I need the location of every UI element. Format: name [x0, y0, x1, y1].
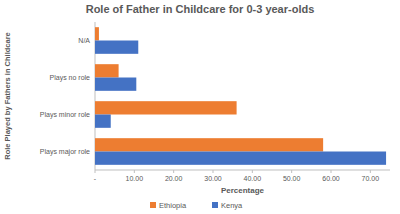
y-axis-label: Role Played by Fathers in Childcare	[3, 32, 12, 160]
x-tick-label: 30.00	[204, 175, 222, 182]
legend-label: Kenya	[221, 201, 243, 210]
x-tick-label: 40.00	[244, 175, 262, 182]
chart: Role of Father in Childcare for 0-3 year…	[0, 0, 400, 214]
bar	[95, 115, 111, 128]
title: Role of Father in Childcare for 0-3 year…	[86, 3, 315, 15]
legend-swatch	[150, 202, 156, 208]
bar	[95, 64, 119, 77]
bar	[95, 41, 138, 54]
bar	[95, 101, 237, 114]
legend-label: Ethiopia	[159, 201, 187, 210]
x-tick-label: 10.00	[126, 175, 144, 182]
y-tick-label: Plays minor role	[40, 111, 90, 119]
y-tick-label: Plays major role	[40, 148, 90, 156]
x-axis-label: Percentage	[221, 186, 265, 195]
y-tick-label: N/A	[78, 37, 90, 44]
y-tick-label: Plays no role	[50, 74, 91, 82]
bars	[95, 27, 386, 165]
bar	[95, 152, 386, 165]
x-tick-label: 70.00	[362, 175, 380, 182]
legend-swatch	[212, 202, 218, 208]
x-tick-label: -	[94, 175, 97, 182]
x-tick-label: 50.00	[283, 175, 301, 182]
bar	[95, 78, 136, 91]
x-axis-line	[95, 170, 390, 171]
legend: Ethiopia Kenya	[150, 201, 243, 210]
x-tick-label: 20.00	[165, 175, 183, 182]
bar	[95, 27, 99, 40]
bar	[95, 138, 323, 151]
x-tick-label: 60.00	[322, 175, 340, 182]
